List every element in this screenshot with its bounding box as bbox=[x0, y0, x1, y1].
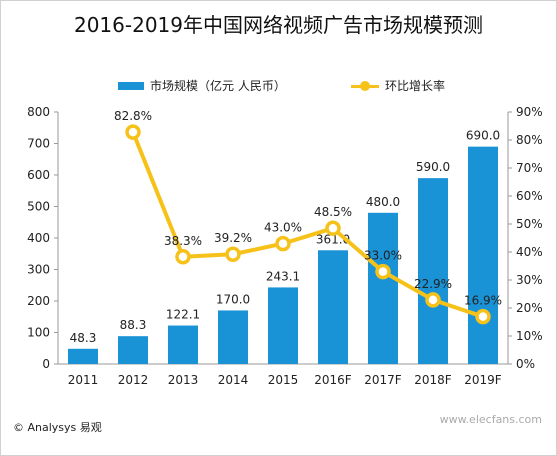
bar bbox=[418, 178, 448, 364]
x-tick-label: 2013 bbox=[168, 373, 199, 387]
watermark-text: www.elecfans.com bbox=[439, 413, 542, 426]
y-tick-label-right: 90% bbox=[516, 105, 543, 119]
y-tick-label-right: 60% bbox=[516, 189, 543, 203]
bar bbox=[368, 212, 398, 364]
bar-value-label: 88.3 bbox=[120, 318, 147, 332]
bar-value-label: 122.1 bbox=[166, 308, 200, 322]
growth-rate-label: 48.5% bbox=[314, 205, 352, 219]
y-tick-label-left: 400 bbox=[27, 231, 50, 245]
legend-item-bar: 市场规模（亿元 人民币） bbox=[118, 77, 286, 94]
bar-value-label: 243.1 bbox=[266, 269, 300, 283]
y-tick-label-left: 200 bbox=[27, 294, 50, 308]
growth-rate-point bbox=[175, 249, 191, 265]
y-tick-label-left: 500 bbox=[27, 200, 50, 214]
growth-rate-point bbox=[425, 292, 441, 308]
x-tick-label: 2014 bbox=[218, 373, 249, 387]
y-tick-label-left: 800 bbox=[27, 105, 50, 119]
bar bbox=[218, 310, 248, 364]
growth-rate-point bbox=[275, 235, 291, 252]
growth-rate-label: 43.0% bbox=[264, 221, 302, 235]
y-tick-label-right: 20% bbox=[516, 301, 543, 315]
growth-rate-label: 22.9% bbox=[414, 277, 452, 291]
growth-rate-label: 38.3% bbox=[164, 234, 202, 248]
legend-item-line: 环比增长率 bbox=[351, 77, 445, 94]
growth-rate-point bbox=[475, 308, 491, 325]
growth-rate-label: 82.8% bbox=[114, 109, 152, 123]
x-tick-label: 2016F bbox=[314, 373, 352, 387]
x-tick-label: 2019F bbox=[464, 373, 502, 387]
growth-rate-point bbox=[325, 220, 341, 236]
growth-rate-label: 16.9% bbox=[464, 294, 502, 308]
legend-swatch-line bbox=[351, 80, 379, 91]
legend-swatch-bar bbox=[118, 81, 144, 90]
bar bbox=[468, 146, 498, 364]
bar-value-label: 170.0 bbox=[216, 292, 250, 306]
y-tick-label-right: 70% bbox=[516, 161, 543, 175]
x-tick-label: 2011 bbox=[68, 373, 99, 387]
y-tick-label-right: 30% bbox=[516, 273, 543, 287]
bar-value-label: 690.0 bbox=[466, 129, 500, 143]
bar-value-label: 480.0 bbox=[366, 195, 400, 209]
growth-rate-point bbox=[375, 263, 391, 280]
bar bbox=[318, 250, 348, 364]
y-tick-label-right: 10% bbox=[516, 329, 543, 343]
y-tick-label-right: 50% bbox=[516, 217, 543, 231]
y-tick-label-left: 0 bbox=[42, 357, 50, 371]
legend-label-bar: 市场规模（亿元 人民币） bbox=[150, 79, 286, 93]
bar bbox=[268, 287, 298, 364]
bar bbox=[168, 325, 198, 364]
growth-rate-line bbox=[131, 131, 484, 319]
x-tick-label: 2012 bbox=[118, 373, 149, 387]
y-tick-label-right: 0% bbox=[516, 357, 535, 371]
y-tick-label-left: 300 bbox=[27, 263, 50, 277]
x-tick-label: 2017F bbox=[364, 373, 402, 387]
y-tick-label-left: 600 bbox=[27, 168, 50, 182]
growth-rate-label: 39.2% bbox=[214, 231, 252, 245]
x-tick-label: 2018F bbox=[414, 373, 452, 387]
growth-rate-point bbox=[125, 124, 141, 140]
x-tick-label: 2015 bbox=[268, 373, 299, 387]
growth-rate-label: 33.0% bbox=[364, 249, 402, 263]
y-tick-label-left: 100 bbox=[27, 326, 50, 340]
bar-value-label: 590.0 bbox=[416, 160, 450, 174]
y-tick-label-left: 700 bbox=[27, 137, 50, 151]
chart-footer: © Analysys 易观 bbox=[13, 421, 102, 434]
chart-legend: 市场规模（亿元 人民币） 环比增长率 bbox=[1, 77, 556, 95]
legend-label-line: 环比增长率 bbox=[385, 79, 446, 93]
y-tick-label-right: 80% bbox=[516, 133, 543, 147]
bar bbox=[68, 348, 98, 364]
chart-title: 2016-2019年中国网络视频广告市场规模预测 bbox=[73, 13, 483, 37]
y-tick-label-right: 40% bbox=[516, 245, 543, 259]
bar-value-label: 48.3 bbox=[70, 331, 97, 345]
growth-rate-point bbox=[225, 246, 241, 262]
bar bbox=[118, 336, 148, 364]
